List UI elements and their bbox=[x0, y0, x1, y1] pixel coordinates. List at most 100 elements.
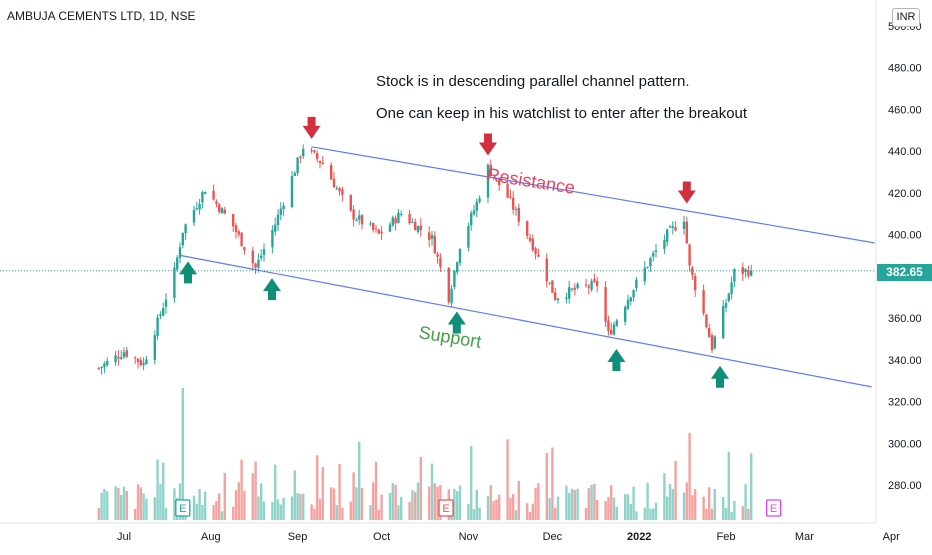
arrow-shape bbox=[263, 278, 281, 301]
volume-bar bbox=[310, 504, 313, 520]
down-arrow-marker bbox=[677, 181, 696, 204]
candle-body bbox=[733, 268, 736, 282]
candle-body bbox=[643, 267, 646, 282]
candle-body bbox=[506, 184, 509, 198]
candle-body bbox=[514, 209, 518, 211]
arrow-shape bbox=[447, 311, 466, 334]
candle-body bbox=[730, 282, 733, 295]
volume-bar bbox=[125, 490, 128, 520]
candle-body bbox=[685, 221, 688, 244]
candle-body bbox=[509, 196, 512, 198]
volume-bar bbox=[470, 445, 473, 520]
volume-bar bbox=[212, 504, 215, 520]
volume-bar bbox=[391, 483, 394, 520]
candle-body bbox=[724, 302, 728, 308]
candle-body bbox=[125, 350, 128, 357]
volume-bar bbox=[321, 467, 324, 520]
volume-bar bbox=[596, 499, 599, 520]
volume-bar bbox=[282, 497, 285, 520]
candle-body bbox=[545, 258, 548, 282]
support-label: Support bbox=[417, 322, 482, 352]
candle-body bbox=[117, 357, 120, 359]
volume-bar bbox=[100, 492, 103, 520]
volume-bar bbox=[198, 488, 201, 520]
volume-bar bbox=[313, 508, 316, 520]
candle-body bbox=[475, 201, 478, 211]
candle-body bbox=[372, 223, 375, 230]
candle-body bbox=[528, 237, 532, 241]
candle-body bbox=[173, 267, 176, 299]
candle-body bbox=[722, 306, 725, 339]
volume-bar bbox=[436, 486, 439, 520]
volume-bar bbox=[332, 488, 336, 520]
down-arrow-marker bbox=[302, 116, 321, 139]
candle-body bbox=[682, 221, 686, 229]
y-tick-label: 400.00 bbox=[888, 230, 922, 242]
arrow-shape bbox=[302, 116, 321, 139]
volume-bar bbox=[652, 508, 655, 520]
candle-body bbox=[279, 208, 282, 215]
candle-body bbox=[380, 231, 383, 234]
arrow-shape bbox=[479, 133, 497, 156]
volume-bar bbox=[531, 503, 534, 520]
volume-bar bbox=[573, 490, 576, 520]
volume-bar bbox=[139, 487, 142, 520]
y-tick-label: 320.00 bbox=[888, 397, 922, 409]
candle-body bbox=[615, 320, 618, 326]
volume-bar bbox=[576, 488, 579, 520]
earnings-label: E bbox=[770, 503, 777, 515]
candle-body bbox=[377, 229, 380, 234]
volume-bar bbox=[654, 502, 658, 520]
candle-body bbox=[486, 164, 490, 198]
volume-bar bbox=[114, 486, 117, 520]
y-tick-label: 480.00 bbox=[888, 63, 922, 75]
support-line bbox=[179, 254, 872, 388]
volume-bar bbox=[733, 500, 736, 520]
volume-bar bbox=[666, 496, 669, 520]
volume-bar bbox=[646, 482, 649, 520]
y-tick-label: 360.00 bbox=[888, 313, 922, 325]
volume-bar bbox=[394, 484, 397, 520]
candle-body bbox=[568, 287, 571, 299]
candle-body bbox=[551, 280, 554, 293]
volume-bar bbox=[195, 503, 198, 520]
volume-bar bbox=[414, 491, 417, 520]
currency-badge[interactable]: INR bbox=[892, 8, 920, 27]
resistance-line bbox=[311, 146, 875, 244]
volume-bar bbox=[632, 486, 635, 520]
volume-bar bbox=[181, 388, 184, 520]
candle-body bbox=[632, 289, 635, 298]
candle-body bbox=[626, 299, 630, 309]
candle-body bbox=[310, 150, 313, 152]
volume-bar bbox=[134, 509, 137, 520]
volume-bar bbox=[747, 508, 750, 520]
candle-body bbox=[430, 235, 434, 239]
candle-body bbox=[332, 178, 336, 188]
volume-bar bbox=[279, 504, 282, 520]
candle-body bbox=[120, 357, 123, 359]
volume-bar bbox=[215, 500, 218, 520]
candle-body bbox=[478, 198, 481, 202]
candle-body bbox=[702, 290, 705, 314]
y-tick-label: 420.00 bbox=[888, 188, 922, 200]
annotation-note-2: One can keep in his watchlist to enter a… bbox=[376, 105, 748, 122]
volume-bar bbox=[262, 501, 266, 520]
volume-bar bbox=[626, 494, 630, 520]
candle-body bbox=[100, 366, 103, 369]
candle-body bbox=[400, 214, 403, 216]
volume-bar bbox=[388, 492, 392, 520]
candle-body bbox=[666, 229, 669, 242]
up-arrow-marker bbox=[607, 349, 626, 372]
candle-body bbox=[290, 176, 294, 208]
candle-body bbox=[215, 201, 218, 204]
candle-body bbox=[668, 226, 672, 228]
x-tick-label: Dec bbox=[543, 531, 563, 543]
volume-bar bbox=[254, 461, 257, 520]
volume-bar bbox=[372, 482, 375, 520]
candle-body bbox=[654, 250, 658, 253]
volume-bar bbox=[302, 493, 305, 520]
candle-body bbox=[604, 287, 607, 322]
y-tick-label: 440.00 bbox=[888, 146, 922, 158]
